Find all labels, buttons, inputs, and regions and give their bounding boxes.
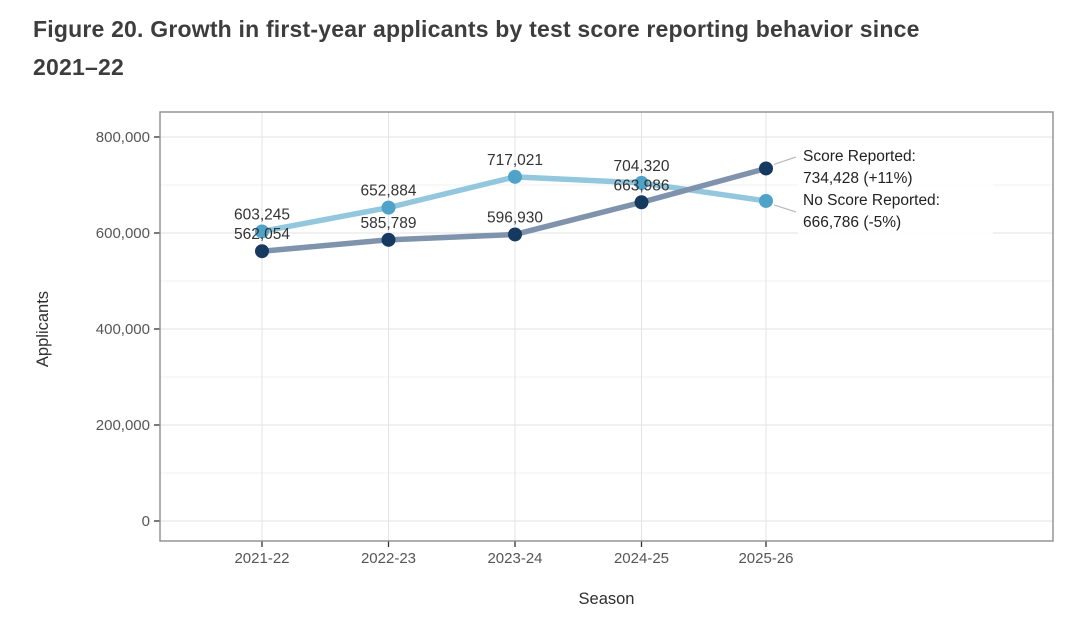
data-point-score-reported (255, 244, 269, 259)
data-point-no-score-reported (255, 224, 269, 239)
data-point-score-reported (508, 227, 522, 242)
annotation-background (798, 146, 993, 190)
x-tick-label: 2023-24 (487, 550, 542, 567)
annotation-leader-line (773, 204, 797, 213)
data-point-label: 596,930 (487, 209, 543, 226)
data-point-label: 652,884 (360, 183, 416, 200)
x-tick-label: 2021-22 (234, 550, 289, 567)
annotation-label-no-score-reported: No Score Reported: (803, 192, 940, 209)
x-axis-title: Season (579, 590, 635, 608)
x-tick-label: 2024-25 (614, 550, 669, 567)
chart-panel-border (159, 111, 1054, 542)
data-point-no-score-reported (381, 200, 396, 215)
y-tick-label: 600,000 (96, 225, 150, 242)
data-point-no-score-reported (508, 169, 522, 184)
data-point-label: 717,021 (487, 152, 543, 169)
data-point-label: 663,986 (613, 177, 669, 194)
y-tick-label: 0 (142, 513, 150, 530)
data-point-score-reported (759, 161, 773, 176)
data-point-label: 585,789 (360, 215, 416, 232)
x-tick-label: 2025-26 (738, 550, 793, 567)
data-point-label: 704,320 (613, 158, 669, 175)
y-tick-label: 800,000 (96, 129, 150, 146)
data-point-label: 603,245 (234, 206, 290, 223)
figure-title-line-1: Figure 20. Growth in first-year applican… (33, 16, 920, 42)
y-tick-label: 400,000 (96, 321, 150, 338)
data-point-score-reported (634, 195, 649, 210)
y-axis-title: Applicants (34, 291, 52, 367)
data-point-no-score-reported (759, 193, 773, 208)
y-tick-label: 200,000 (96, 417, 150, 434)
annotation-label-score-reported: 734,428 (+11%) (803, 170, 913, 187)
annotation-background (798, 190, 993, 234)
annotation-label-score-reported: Score Reported: (803, 148, 916, 165)
annotation-label-no-score-reported: 666,786 (-5%) (803, 214, 901, 231)
data-point-label: 562,054 (234, 226, 290, 243)
data-point-score-reported (381, 232, 396, 247)
annotation-leader-line (773, 156, 797, 166)
figure-title: Figure 20. Growth in first-year applican… (33, 10, 1053, 86)
x-tick-label: 2022-23 (361, 550, 416, 567)
data-point-no-score-reported (634, 175, 649, 190)
figure-title-line-2: 2021–22 (33, 54, 124, 80)
